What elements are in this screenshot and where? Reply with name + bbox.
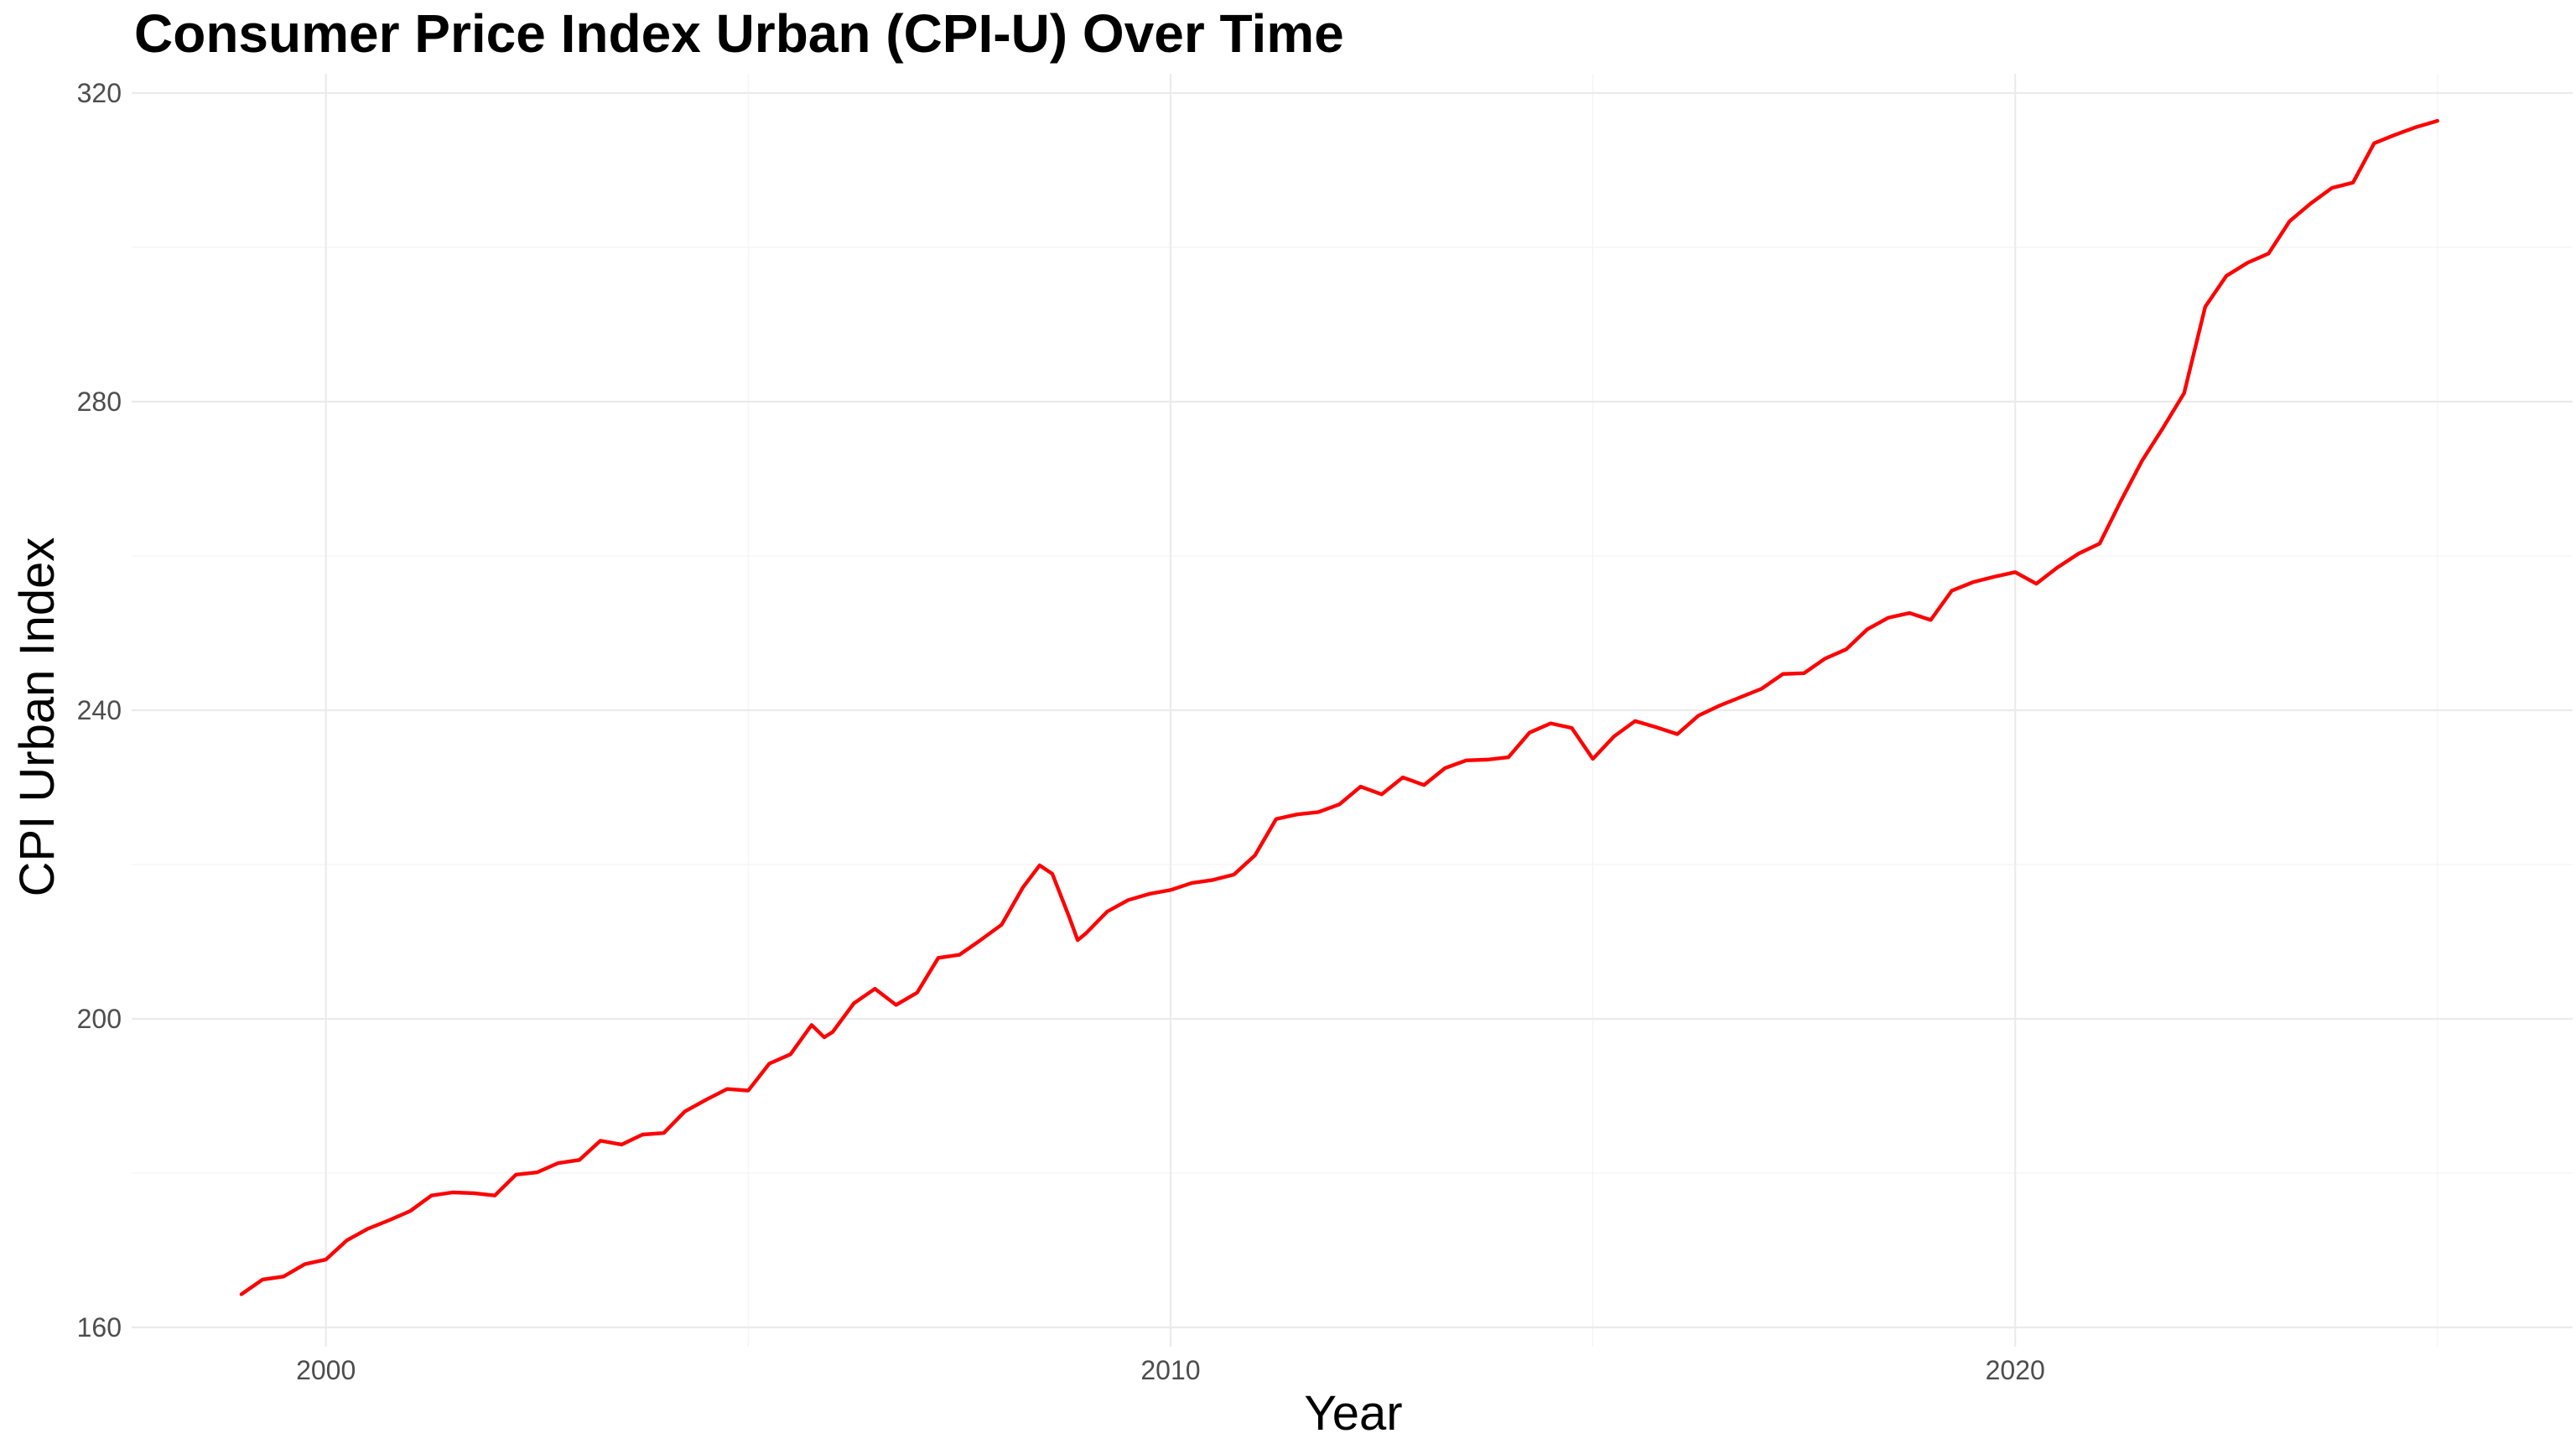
y-tick-label: 160 <box>77 1312 122 1343</box>
y-tick-label: 320 <box>77 78 122 108</box>
chart-title: Consumer Price Index Urban (CPI-U) Over … <box>134 3 1344 64</box>
x-axis-title: Year <box>1304 1386 1402 1441</box>
y-tick-label: 200 <box>77 1004 122 1034</box>
y-axis-ticks: 160 200 240 280 320 <box>77 78 122 1343</box>
major-gridlines <box>132 74 2573 1347</box>
x-tick-label: 2010 <box>1140 1355 1200 1385</box>
y-tick-label: 240 <box>77 695 122 725</box>
x-axis-ticks: 2000 2010 2020 <box>296 1355 2045 1385</box>
x-tick-label: 2000 <box>296 1355 356 1385</box>
y-tick-label: 280 <box>77 387 122 417</box>
y-axis-title: CPI Urban Index <box>10 538 65 897</box>
cpi-series-line <box>239 118 2440 1296</box>
series-layer <box>239 118 2440 1296</box>
x-tick-label: 2020 <box>1986 1355 2045 1385</box>
